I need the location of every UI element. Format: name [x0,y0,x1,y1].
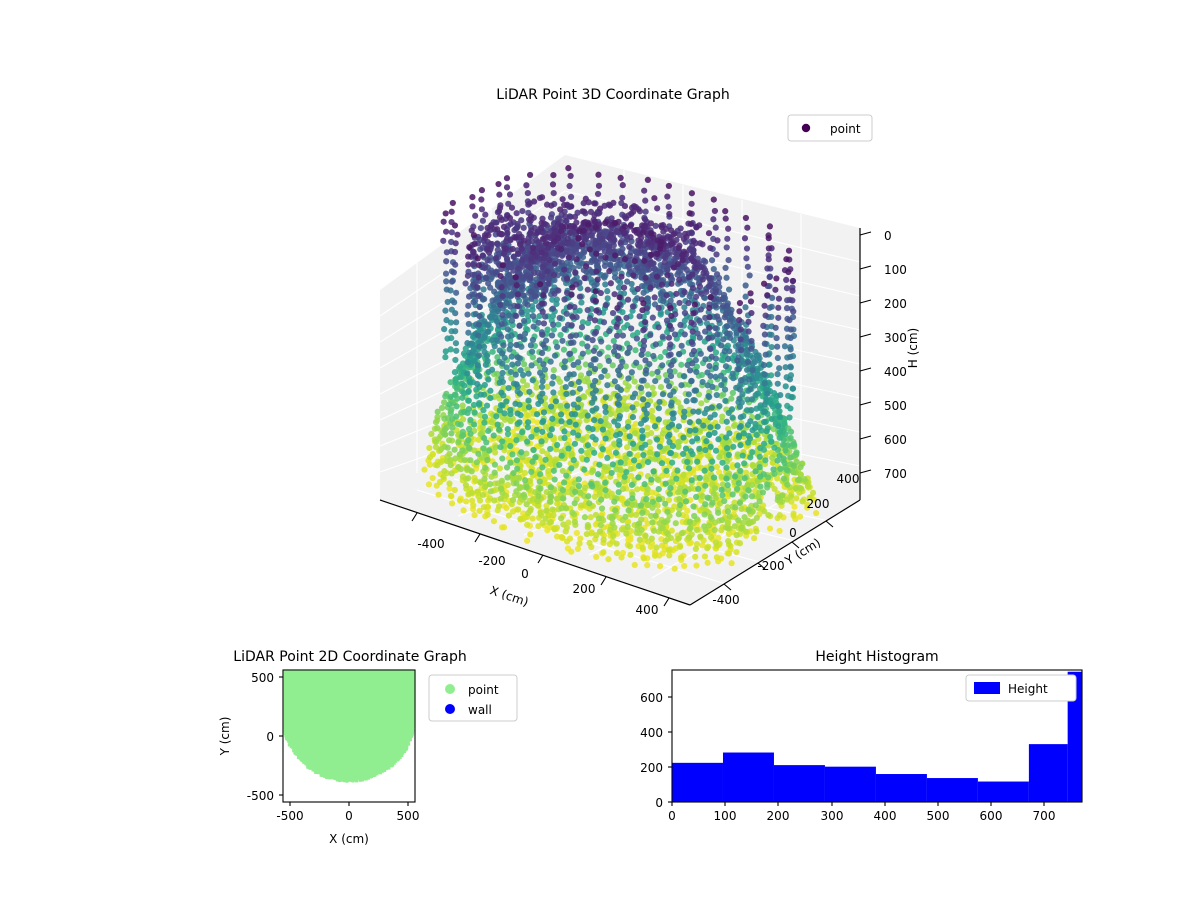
histogram-bar [875,774,927,802]
lidar-3d-legend[interactable]: point [787,114,873,142]
x-tick-3d-3: 200 [573,582,596,596]
hist-x-tick-7: 700 [1033,809,1056,823]
legend-frame-3d [787,114,873,142]
x-axis-line-3d [379,499,691,606]
x-tick-2d-0: -500 [276,809,303,823]
x-tick-2d-2: 500 [397,809,420,823]
z-tick-3d-1: 100 [884,263,907,277]
lidar-2d-edge-stipple [283,712,415,783]
histogram-x-ticks: 0 100 200 300 400 500 600 700 [668,802,1055,823]
lidar-2d-title: LiDAR Point 2D Coordinate Graph [233,649,466,665]
z-tick-3d-2: 200 [884,297,907,311]
z-tick-3d-5: 500 [884,399,907,413]
legend-frame-hist [965,674,1077,702]
lidar-3d-axis-lines [379,228,861,606]
hist-x-tick-6: 600 [980,809,1003,823]
hist-x-tick-5: 500 [927,809,950,823]
subplot-lidar-3d: LiDAR Point 3D Coordinate Graph [379,87,920,617]
hist-y-tick-2: 400 [640,726,663,740]
legend-swatch-height-icon [974,682,1000,694]
histogram-axes-frame [671,669,1083,803]
histogram-title: Height Histogram [815,649,938,665]
histogram-bar [672,762,723,802]
y-tick-2d-1: 0 [266,730,274,744]
lidar-3d-z-ticks: 0 100 200 300 400 500 600 700 H (cm) [859,229,920,481]
legend-label-wall-2d: wall [468,703,492,717]
x-tick-2d-1: 0 [345,809,353,823]
lidar-2d-point-region [283,670,415,783]
hist-x-tick-3: 300 [821,809,844,823]
x-tick-3d-4: 400 [636,603,659,617]
legend-marker-point-icon [801,123,811,133]
z-tick-3d-6: 600 [884,433,907,447]
legend-marker-wall-2d-icon [445,704,455,714]
hist-y-tick-0: 0 [655,796,663,810]
legend-label-height: Height [1008,682,1048,696]
histogram-bar [1067,671,1082,802]
hist-x-tick-4: 400 [874,809,897,823]
z-tick-3d-3: 300 [884,331,907,345]
histogram-bar [977,781,1029,802]
subplot-lidar-2d: LiDAR Point 2D Coordinate Graph -500 0 5… [218,649,518,846]
y-axis-label-2d: Y (cm) [218,717,232,757]
hist-y-tick-1: 200 [640,761,663,775]
y-tick-2d-0: 500 [251,671,274,685]
x-tick-3d-2: 0 [521,567,529,581]
legend-marker-point-2d-icon [445,684,455,694]
histogram-legend[interactable]: Height [965,674,1077,702]
lidar-2d-y-ticks: 500 0 -500 Y (cm) [218,671,283,803]
histogram-bar [722,752,774,802]
lidar-3d-title: LiDAR Point 3D Coordinate Graph [496,87,729,103]
x-tick-3d-0: -400 [417,537,444,551]
lidar-2d-x-ticks: -500 0 500 X (cm) [276,802,419,846]
z-tick-3d-4: 400 [884,365,907,379]
z-axis-label-3d: H (cm) [906,328,920,369]
subplot-height-histogram: Height Histogram 0 100 200 300 400 500 6… [640,649,1083,823]
y-tick-3d-0: -400 [712,593,739,607]
hist-x-tick-1: 100 [714,809,737,823]
legend-label-point: point [830,122,861,136]
y-tick-2d-2: -500 [247,789,274,803]
x-axis-label-2d: X (cm) [329,832,369,846]
histogram-bar [1028,744,1068,802]
x-tick-3d-1: -200 [478,554,505,568]
legend-label-point-2d: point [468,683,499,697]
hist-y-tick-3: 600 [640,691,663,705]
hist-x-tick-0: 0 [668,809,676,823]
lidar-2d-legend[interactable]: point wall [428,674,518,722]
y-tick-3d-2: 0 [789,526,797,540]
histogram-bar [773,765,825,802]
z-tick-3d-7: 700 [884,467,907,481]
histogram-y-ticks: 0 200 400 600 [640,691,672,810]
histogram-bar [824,766,876,802]
hist-x-tick-2: 200 [767,809,790,823]
histogram-bar [926,778,978,802]
lidar-2d-point-cloud [283,670,415,780]
histogram-bars [672,671,1082,802]
y-axis-line-3d [689,499,861,606]
y-tick-3d-4: 400 [837,472,860,486]
lidar-3d-point-cloud [421,165,820,572]
y-tick-3d-1: -200 [757,559,784,573]
y-tick-3d-3: 200 [807,497,830,511]
z-tick-3d-0: 0 [884,229,892,243]
